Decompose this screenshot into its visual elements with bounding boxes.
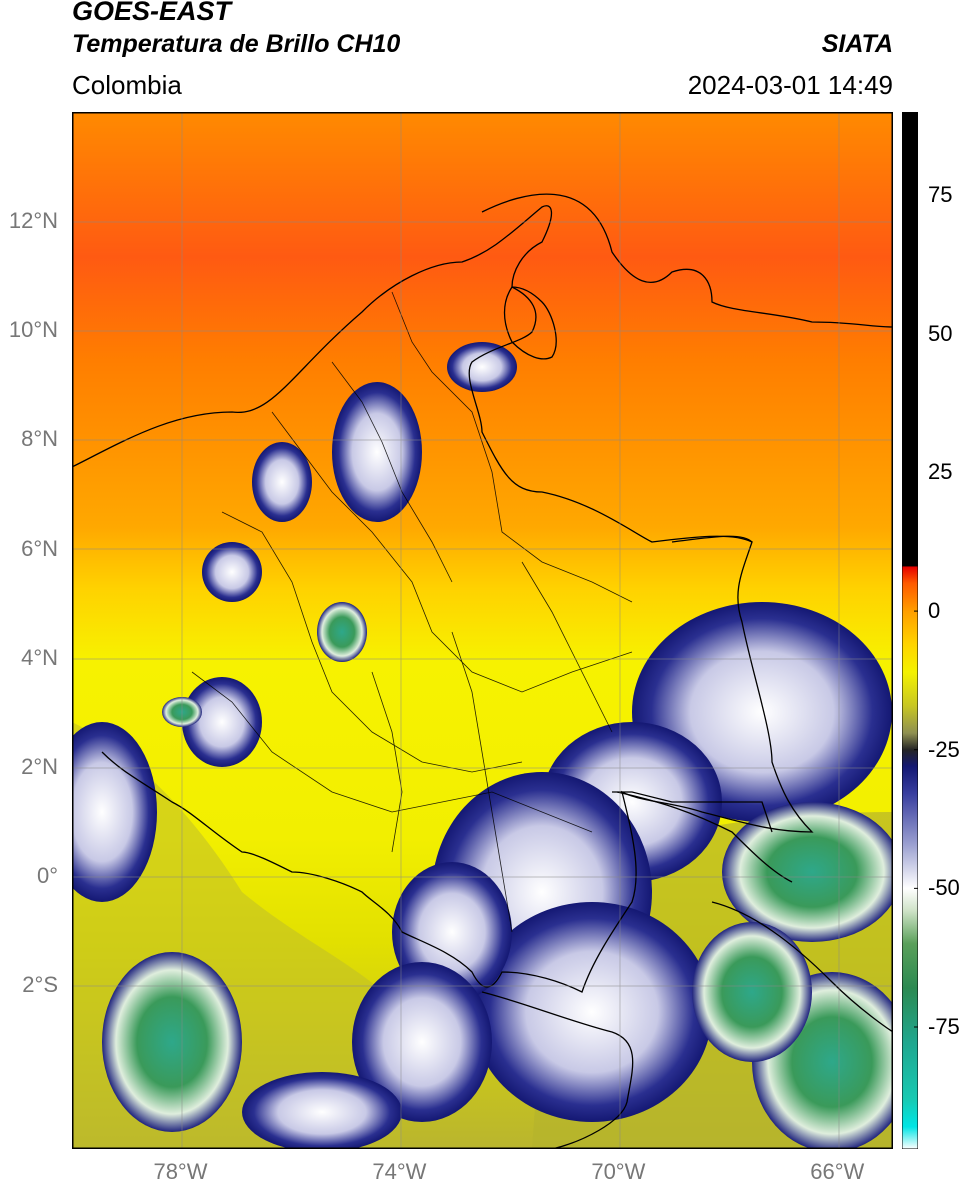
- colorbar-tick-label: -75: [928, 1014, 960, 1039]
- colorbar-tick-label: 75: [928, 182, 953, 208]
- colorbar: [902, 112, 918, 1149]
- datetime-label: 2024-03-01 14:49: [687, 70, 893, 100]
- region-label: Colombia: [72, 70, 182, 100]
- map-frame: [72, 112, 893, 1149]
- colorbar-tick-label: 25: [928, 459, 953, 485]
- map-gridlines: [72, 112, 893, 1149]
- lon-tick-label: 78°W: [153, 1159, 208, 1184]
- lon-tick-label: 70°W: [591, 1159, 646, 1184]
- colorbar-tick-label: 0: [928, 598, 941, 624]
- lat-tick-label: 8°N: [21, 426, 58, 452]
- lon-tick-label: 74°W: [372, 1159, 427, 1184]
- lat-tick-label: 6°N: [21, 535, 58, 561]
- satellite-title: GOES-EAST: [72, 0, 232, 26]
- lat-tick-label: 10°N: [8, 317, 58, 343]
- lat-tick-label: 2°N: [21, 753, 58, 779]
- colorbar-ramp: [902, 112, 918, 1149]
- lon-tick-label: 66°W: [810, 1159, 865, 1184]
- product-title: Temperatura de Brillo CH10: [72, 30, 401, 58]
- country-borders: [72, 193, 893, 1149]
- agency-label: SIATA: [821, 30, 893, 58]
- lat-tick-label: 12°N: [8, 208, 58, 234]
- colorbar-tick-label: -50: [928, 875, 960, 901]
- colorbar-tick-label: -25: [928, 736, 960, 762]
- lat-tick-label: 2°S: [22, 972, 58, 998]
- lat-tick-label: 0°: [36, 863, 58, 889]
- colorbar-tick-label: 50: [928, 320, 953, 346]
- brightness-temperature-map: [72, 112, 893, 1149]
- lat-tick-label: 4°N: [21, 644, 58, 670]
- cloud-systems: [72, 342, 893, 1149]
